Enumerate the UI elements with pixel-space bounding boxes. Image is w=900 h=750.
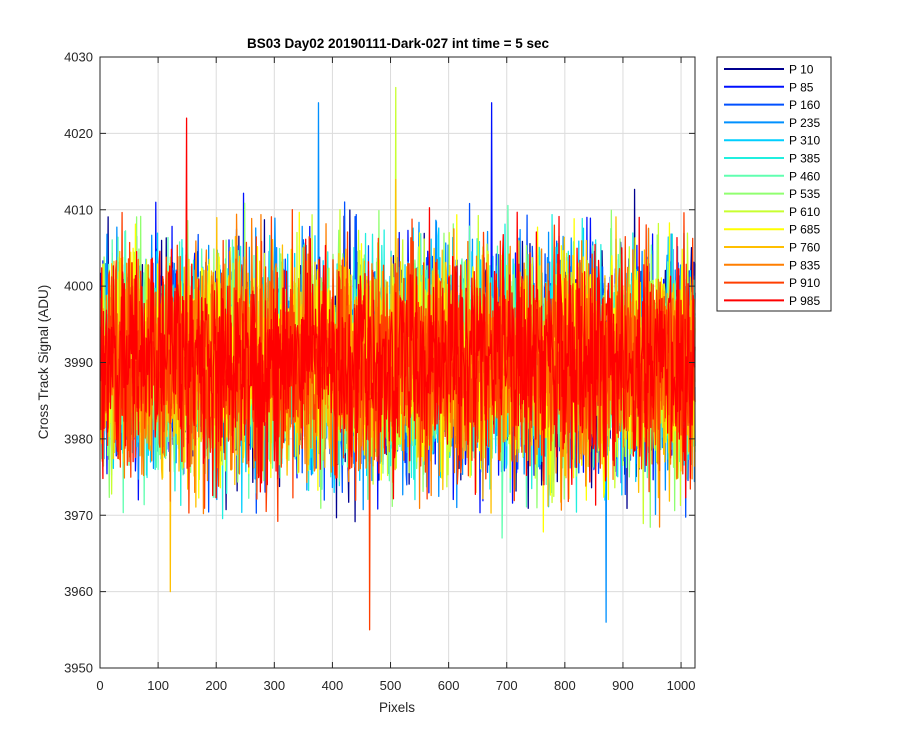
legend-entry: P 985: [789, 294, 820, 308]
legend-entry: P 760: [789, 241, 820, 255]
legend: P 10 P 85 P 160 P 235 P 310 P 385 P 460 P 535 P …: [716, 56, 832, 312]
x-tick-label: 900: [612, 678, 634, 693]
y-tick-label: 3980: [64, 431, 93, 446]
x-tick-labels: 0 100 200 300 400 500 600 700 800 900 1000: [96, 678, 695, 693]
legend-entry: P 160: [789, 98, 820, 112]
legend-items: P 10 P 85 P 160 P 235 P 310 P 385 P 460 P 535 P …: [724, 63, 820, 308]
legend-entry: P 85: [789, 80, 814, 94]
x-tick-label: 600: [438, 678, 460, 693]
plot-area: [99, 56, 696, 669]
x-tick-label: 500: [380, 678, 402, 693]
x-tick-label: 700: [496, 678, 518, 693]
y-tick-label: 4020: [64, 126, 93, 141]
y-axis-label: Cross Track Signal (ADU): [36, 285, 51, 440]
legend-entry: P 610: [789, 205, 820, 219]
legend-entry: P 235: [789, 116, 820, 130]
legend-entry: P 385: [789, 152, 820, 166]
legend-entry: P 535: [789, 187, 820, 201]
x-tick-label: 400: [322, 678, 344, 693]
x-tick-label: 200: [205, 678, 227, 693]
y-tick-label: 4000: [64, 279, 93, 294]
x-tick-label: 0: [96, 678, 103, 693]
y-tick-label: 3970: [64, 508, 93, 523]
x-tick-label: 100: [147, 678, 169, 693]
legend-entry: P 910: [789, 276, 820, 290]
legend-entry: P 10: [789, 63, 814, 77]
legend-entry: P 460: [789, 169, 820, 183]
series-line-p-985: [99, 117, 696, 506]
x-tick-label: 1000: [667, 678, 696, 693]
chart-title: BS03 Day02 20190111-Dark-027 int time = …: [247, 36, 550, 51]
axis-ticks: [99, 56, 695, 669]
y-tick-labels: 3950 3960 3970 3980 3990 4000 4010 4020 4030: [64, 50, 93, 676]
x-tick-label: 300: [263, 678, 285, 693]
y-tick-label: 4010: [64, 202, 93, 217]
legend-entry: P 310: [789, 134, 820, 148]
legend-entry: P 685: [789, 223, 820, 237]
legend-entry: P 835: [789, 258, 820, 272]
x-axis-label: Pixels: [379, 700, 415, 715]
y-tick-label: 3950: [64, 661, 93, 676]
y-tick-label: 3960: [64, 584, 93, 599]
series-lines: [99, 86, 696, 631]
y-tick-label: 4030: [64, 50, 93, 65]
y-tick-label: 3990: [64, 355, 93, 370]
x-tick-label: 800: [554, 678, 576, 693]
legend-box: [716, 56, 832, 312]
